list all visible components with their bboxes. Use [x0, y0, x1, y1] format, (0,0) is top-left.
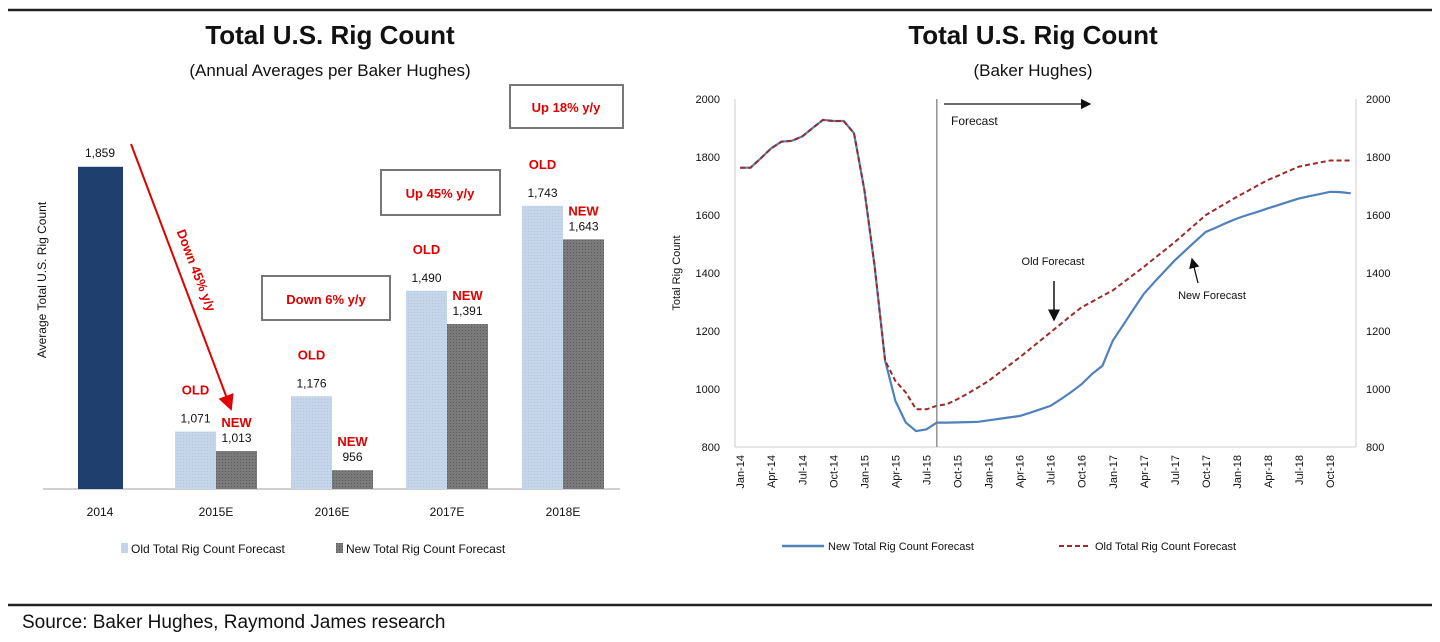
secondary-y-tick-label: 800	[1366, 442, 1384, 454]
bar-tag-old: OLD	[182, 383, 209, 398]
bar-old-2017E	[406, 290, 447, 489]
bar-value-label: 1,391	[452, 304, 482, 318]
annotation-up-18: Up 18% y/y	[532, 100, 601, 115]
x-tick-label: Oct-17	[1201, 455, 1213, 488]
bar-old-2016E	[291, 396, 332, 489]
secondary-y-tick-label: 1400	[1366, 268, 1390, 280]
new-forecast-arrow	[1189, 257, 1200, 284]
bar-tag-new: NEW	[221, 415, 252, 430]
bar-tag-old: OLD	[298, 347, 325, 362]
bar-old-2015E	[175, 431, 216, 489]
source-note: Source: Baker Hughes, Raymond James rese…	[22, 612, 445, 633]
x-tick-label: Oct-16	[1077, 455, 1089, 488]
x-tick-label: Apr-16	[1015, 455, 1027, 488]
bar-chart-legend: Old Total Rig Count Forecast New Total R…	[121, 542, 506, 556]
line-chart: Total U.S. Rig Count (Baker Hughes) Tota…	[671, 20, 1390, 553]
legend-swatch-new	[336, 543, 343, 553]
y-tick-label: 1400	[696, 268, 720, 280]
legend-label-line-old: Old Total Rig Count Forecast	[1095, 541, 1236, 553]
bar-value-label: 956	[342, 450, 362, 464]
category-label: 2017E	[430, 505, 465, 519]
annotation-down-45: Down 45% y/y	[174, 227, 219, 314]
secondary-y-tick-label: 2000	[1366, 94, 1390, 106]
annotation-box-down-6	[261, 275, 391, 321]
x-tick-label: Apr-17	[1139, 455, 1151, 488]
category-label: 2015E	[199, 505, 234, 519]
y-tick-label: 1800	[696, 152, 720, 164]
x-tick-label: Apr-18	[1263, 455, 1275, 488]
line-chart-subtitle: (Baker Hughes)	[973, 61, 1092, 80]
bar-tag-new: NEW	[452, 288, 483, 303]
secondary-y-tick-label: 1600	[1366, 210, 1390, 222]
y-tick-label: 1200	[696, 326, 720, 338]
x-tick-label: Jan-17	[1108, 455, 1120, 489]
annotation-down-6: Down 6% y/y	[286, 292, 366, 307]
bar-new-2016E	[332, 470, 373, 489]
x-tick-label: Oct-18	[1325, 455, 1337, 488]
bar-tag-new: NEW	[337, 434, 368, 449]
bar-2014-actual	[78, 166, 123, 489]
legend-label-old: Old Total Rig Count Forecast	[131, 542, 286, 556]
bar-chart: Total U.S. Rig Count (Annual Averages pe…	[35, 20, 624, 556]
category-label: 2014	[87, 505, 114, 519]
x-tick-label: Jan-14	[735, 455, 747, 489]
category-label: 2018E	[546, 505, 581, 519]
x-tick-label: Jul-18	[1294, 455, 1306, 485]
bar-old-2018E	[522, 205, 563, 489]
old-forecast-line	[740, 118, 1351, 411]
secondary-y-tick-label: 1200	[1366, 326, 1390, 338]
x-tick-label: Oct-15	[953, 455, 965, 488]
bar-value-label: 1,176	[296, 376, 326, 390]
x-tick-label: Jan-16	[984, 455, 996, 489]
bar-value-label: 1,490	[411, 271, 441, 285]
x-tick-label: Jul-16	[1046, 455, 1058, 485]
bar-new-2015E	[216, 451, 257, 489]
category-label: 2016E	[315, 505, 350, 519]
x-tick-label: Apr-14	[766, 455, 778, 488]
legend-label-line-new: New Total Rig Count Forecast	[828, 541, 974, 553]
bar-chart-subtitle: (Annual Averages per Baker Hughes)	[189, 61, 470, 80]
old-forecast-annotation: Old Forecast	[1022, 256, 1085, 268]
bar-tag-old: OLD	[529, 157, 556, 172]
x-tick-label: Jul-17	[1170, 455, 1182, 485]
line-chart-legend: New Total Rig Count Forecast Old Total R…	[782, 541, 1236, 553]
line-chart-y-axis-label: Total Rig Count	[671, 235, 683, 310]
bar-value-label: 1,859	[85, 146, 115, 160]
x-tick-label: Jan-18	[1232, 455, 1244, 489]
legend-swatch-old	[121, 543, 128, 553]
down-arrow	[130, 143, 234, 411]
x-tick-label: Jul-14	[797, 455, 809, 485]
x-tick-label: Jan-15	[859, 455, 871, 489]
bar-value-label: 1,743	[527, 186, 557, 200]
bar-new-2018E	[563, 239, 604, 489]
y-tick-label: 800	[702, 442, 720, 454]
bar-chart-y-axis-label: Average Total U.S. Rig Count	[35, 201, 49, 358]
new-forecast-line	[740, 118, 1351, 433]
bar-value-label: 1,643	[568, 219, 598, 233]
x-tick-label: Jul-15	[921, 455, 933, 485]
y-tick-label: 2000	[696, 94, 720, 106]
x-tick-label: Oct-14	[828, 455, 840, 488]
new-forecast-annotation: New Forecast	[1178, 290, 1246, 302]
legend-label-new: New Total Rig Count Forecast	[346, 542, 506, 556]
bar-value-label: 1,013	[221, 431, 251, 445]
x-tick-label: Apr-15	[890, 455, 902, 488]
y-tick-label: 1000	[696, 384, 720, 396]
annotation-box-up-18	[509, 84, 624, 129]
forecast-label: Forecast	[951, 114, 998, 128]
line-chart-title: Total U.S. Rig Count	[908, 20, 1158, 50]
annotation-up-45: Up 45% y/y	[406, 186, 475, 201]
bar-tag-old: OLD	[413, 242, 440, 257]
bar-chart-title: Total U.S. Rig Count	[205, 20, 455, 50]
bar-tag-new: NEW	[568, 203, 599, 218]
bar-new-2017E	[447, 324, 488, 489]
annotation-box-up-45	[380, 169, 501, 216]
bar-value-label: 1,071	[180, 412, 210, 426]
secondary-y-tick-label: 1000	[1366, 384, 1390, 396]
secondary-y-tick-label: 1800	[1366, 152, 1390, 164]
y-tick-label: 1600	[696, 210, 720, 222]
